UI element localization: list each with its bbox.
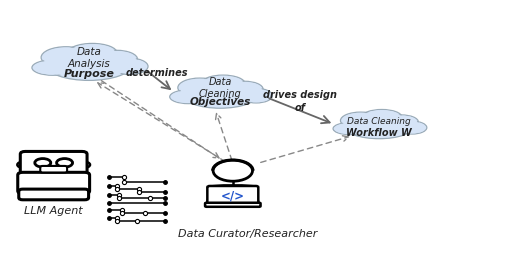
Ellipse shape xyxy=(43,48,89,67)
Ellipse shape xyxy=(95,50,137,68)
Ellipse shape xyxy=(241,89,271,102)
Ellipse shape xyxy=(33,60,72,75)
Ellipse shape xyxy=(67,43,117,63)
Ellipse shape xyxy=(226,81,263,97)
Ellipse shape xyxy=(346,115,410,138)
Text: Purpose: Purpose xyxy=(64,69,114,79)
Ellipse shape xyxy=(169,90,207,104)
FancyBboxPatch shape xyxy=(205,203,260,207)
FancyBboxPatch shape xyxy=(18,172,89,194)
Circle shape xyxy=(47,154,60,160)
Ellipse shape xyxy=(49,51,128,79)
Text: LLM Agent: LLM Agent xyxy=(24,206,83,216)
Ellipse shape xyxy=(363,110,399,124)
Circle shape xyxy=(57,158,72,167)
Text: Data
Cleaning: Data Cleaning xyxy=(198,77,241,99)
Ellipse shape xyxy=(334,123,365,134)
Ellipse shape xyxy=(182,81,258,108)
Ellipse shape xyxy=(203,76,243,92)
Ellipse shape xyxy=(344,114,413,139)
Ellipse shape xyxy=(361,109,401,125)
Text: Data
Analysis: Data Analysis xyxy=(68,47,110,69)
FancyBboxPatch shape xyxy=(20,151,87,175)
Circle shape xyxy=(35,158,51,167)
Ellipse shape xyxy=(341,113,378,129)
Text: Data Curator/Researcher: Data Curator/Researcher xyxy=(178,229,317,239)
Text: drives design
of: drives design of xyxy=(263,90,336,113)
Ellipse shape xyxy=(227,82,261,97)
FancyBboxPatch shape xyxy=(40,166,67,173)
Ellipse shape xyxy=(185,82,255,107)
Circle shape xyxy=(79,162,90,168)
FancyBboxPatch shape xyxy=(19,189,88,200)
Ellipse shape xyxy=(332,123,366,135)
Ellipse shape xyxy=(239,88,272,103)
Ellipse shape xyxy=(340,112,380,129)
Ellipse shape xyxy=(397,122,425,134)
Ellipse shape xyxy=(41,47,91,68)
Ellipse shape xyxy=(200,75,244,92)
FancyBboxPatch shape xyxy=(207,186,258,205)
Ellipse shape xyxy=(46,50,131,80)
Ellipse shape xyxy=(396,121,426,134)
Ellipse shape xyxy=(97,51,136,68)
Ellipse shape xyxy=(111,58,148,75)
Ellipse shape xyxy=(177,78,222,97)
Ellipse shape xyxy=(69,44,115,62)
Text: Objectives: Objectives xyxy=(189,97,250,107)
Ellipse shape xyxy=(32,60,74,75)
Text: Workflow W: Workflow W xyxy=(345,128,411,138)
Circle shape xyxy=(17,162,28,168)
Text: Data Cleaning: Data Cleaning xyxy=(346,117,410,126)
Ellipse shape xyxy=(384,115,418,129)
Circle shape xyxy=(213,160,252,181)
Ellipse shape xyxy=(385,116,416,129)
Ellipse shape xyxy=(113,59,146,74)
Text: </>: </> xyxy=(220,189,244,202)
Text: determines: determines xyxy=(126,68,188,78)
Ellipse shape xyxy=(171,90,205,103)
Ellipse shape xyxy=(179,79,220,97)
